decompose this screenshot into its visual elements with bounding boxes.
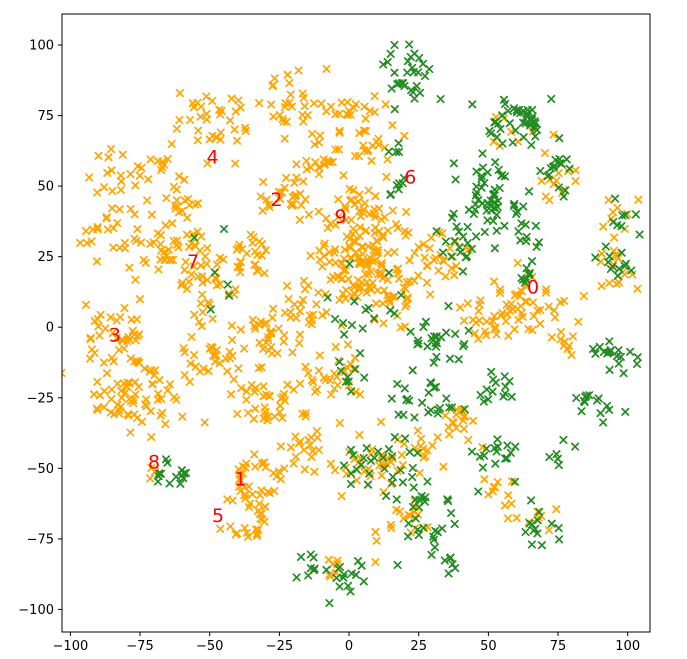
y-tick-label: −25	[27, 391, 54, 406]
y-tick-label: −75	[27, 532, 54, 547]
cluster-label-1: 1	[234, 468, 246, 490]
x-tick-label: −50	[196, 639, 223, 654]
y-tick-label: 0	[46, 321, 54, 336]
x-tick-label: −75	[126, 639, 153, 654]
scatter-points-orange-class	[62, 64, 643, 581]
cluster-label-2: 2	[271, 189, 283, 211]
cluster-label-9: 9	[335, 206, 347, 228]
y-tick-label: 50	[37, 180, 54, 195]
scatter-points-green-class	[153, 40, 644, 608]
cluster-labels: 4 2 9 6 7 0 3 8 15	[109, 147, 539, 527]
plot-frame	[61, 13, 651, 633]
cluster-label-6: 6	[404, 166, 416, 188]
cluster-label-3: 3	[109, 324, 121, 346]
y-tick-label: −100	[18, 603, 54, 618]
x-tick-label: 0	[345, 639, 353, 654]
y-tick-label: 75	[37, 109, 54, 124]
cluster-label-0: 0	[527, 276, 539, 298]
cluster-label-7: 7	[187, 251, 199, 273]
axis-ticks: −100 −75 −50 −25 0 25 50 75 100−100−75−50−250255…	[18, 39, 640, 655]
x-tick-label: 75	[550, 639, 567, 654]
x-tick-label: 50	[480, 639, 497, 654]
x-tick-label: −100	[53, 639, 89, 654]
cluster-label-4: 4	[206, 147, 218, 169]
scatter-points	[62, 40, 644, 608]
y-tick-label: −50	[27, 462, 54, 477]
y-tick-label: 25	[37, 250, 54, 265]
x-tick-label: 25	[410, 639, 427, 654]
cluster-label-8: 8	[148, 451, 160, 473]
y-tick-label: 100	[29, 39, 54, 54]
cluster-label-5: 5	[212, 505, 224, 527]
x-tick-label: −25	[266, 639, 293, 654]
x-tick-label: 100	[615, 639, 640, 654]
